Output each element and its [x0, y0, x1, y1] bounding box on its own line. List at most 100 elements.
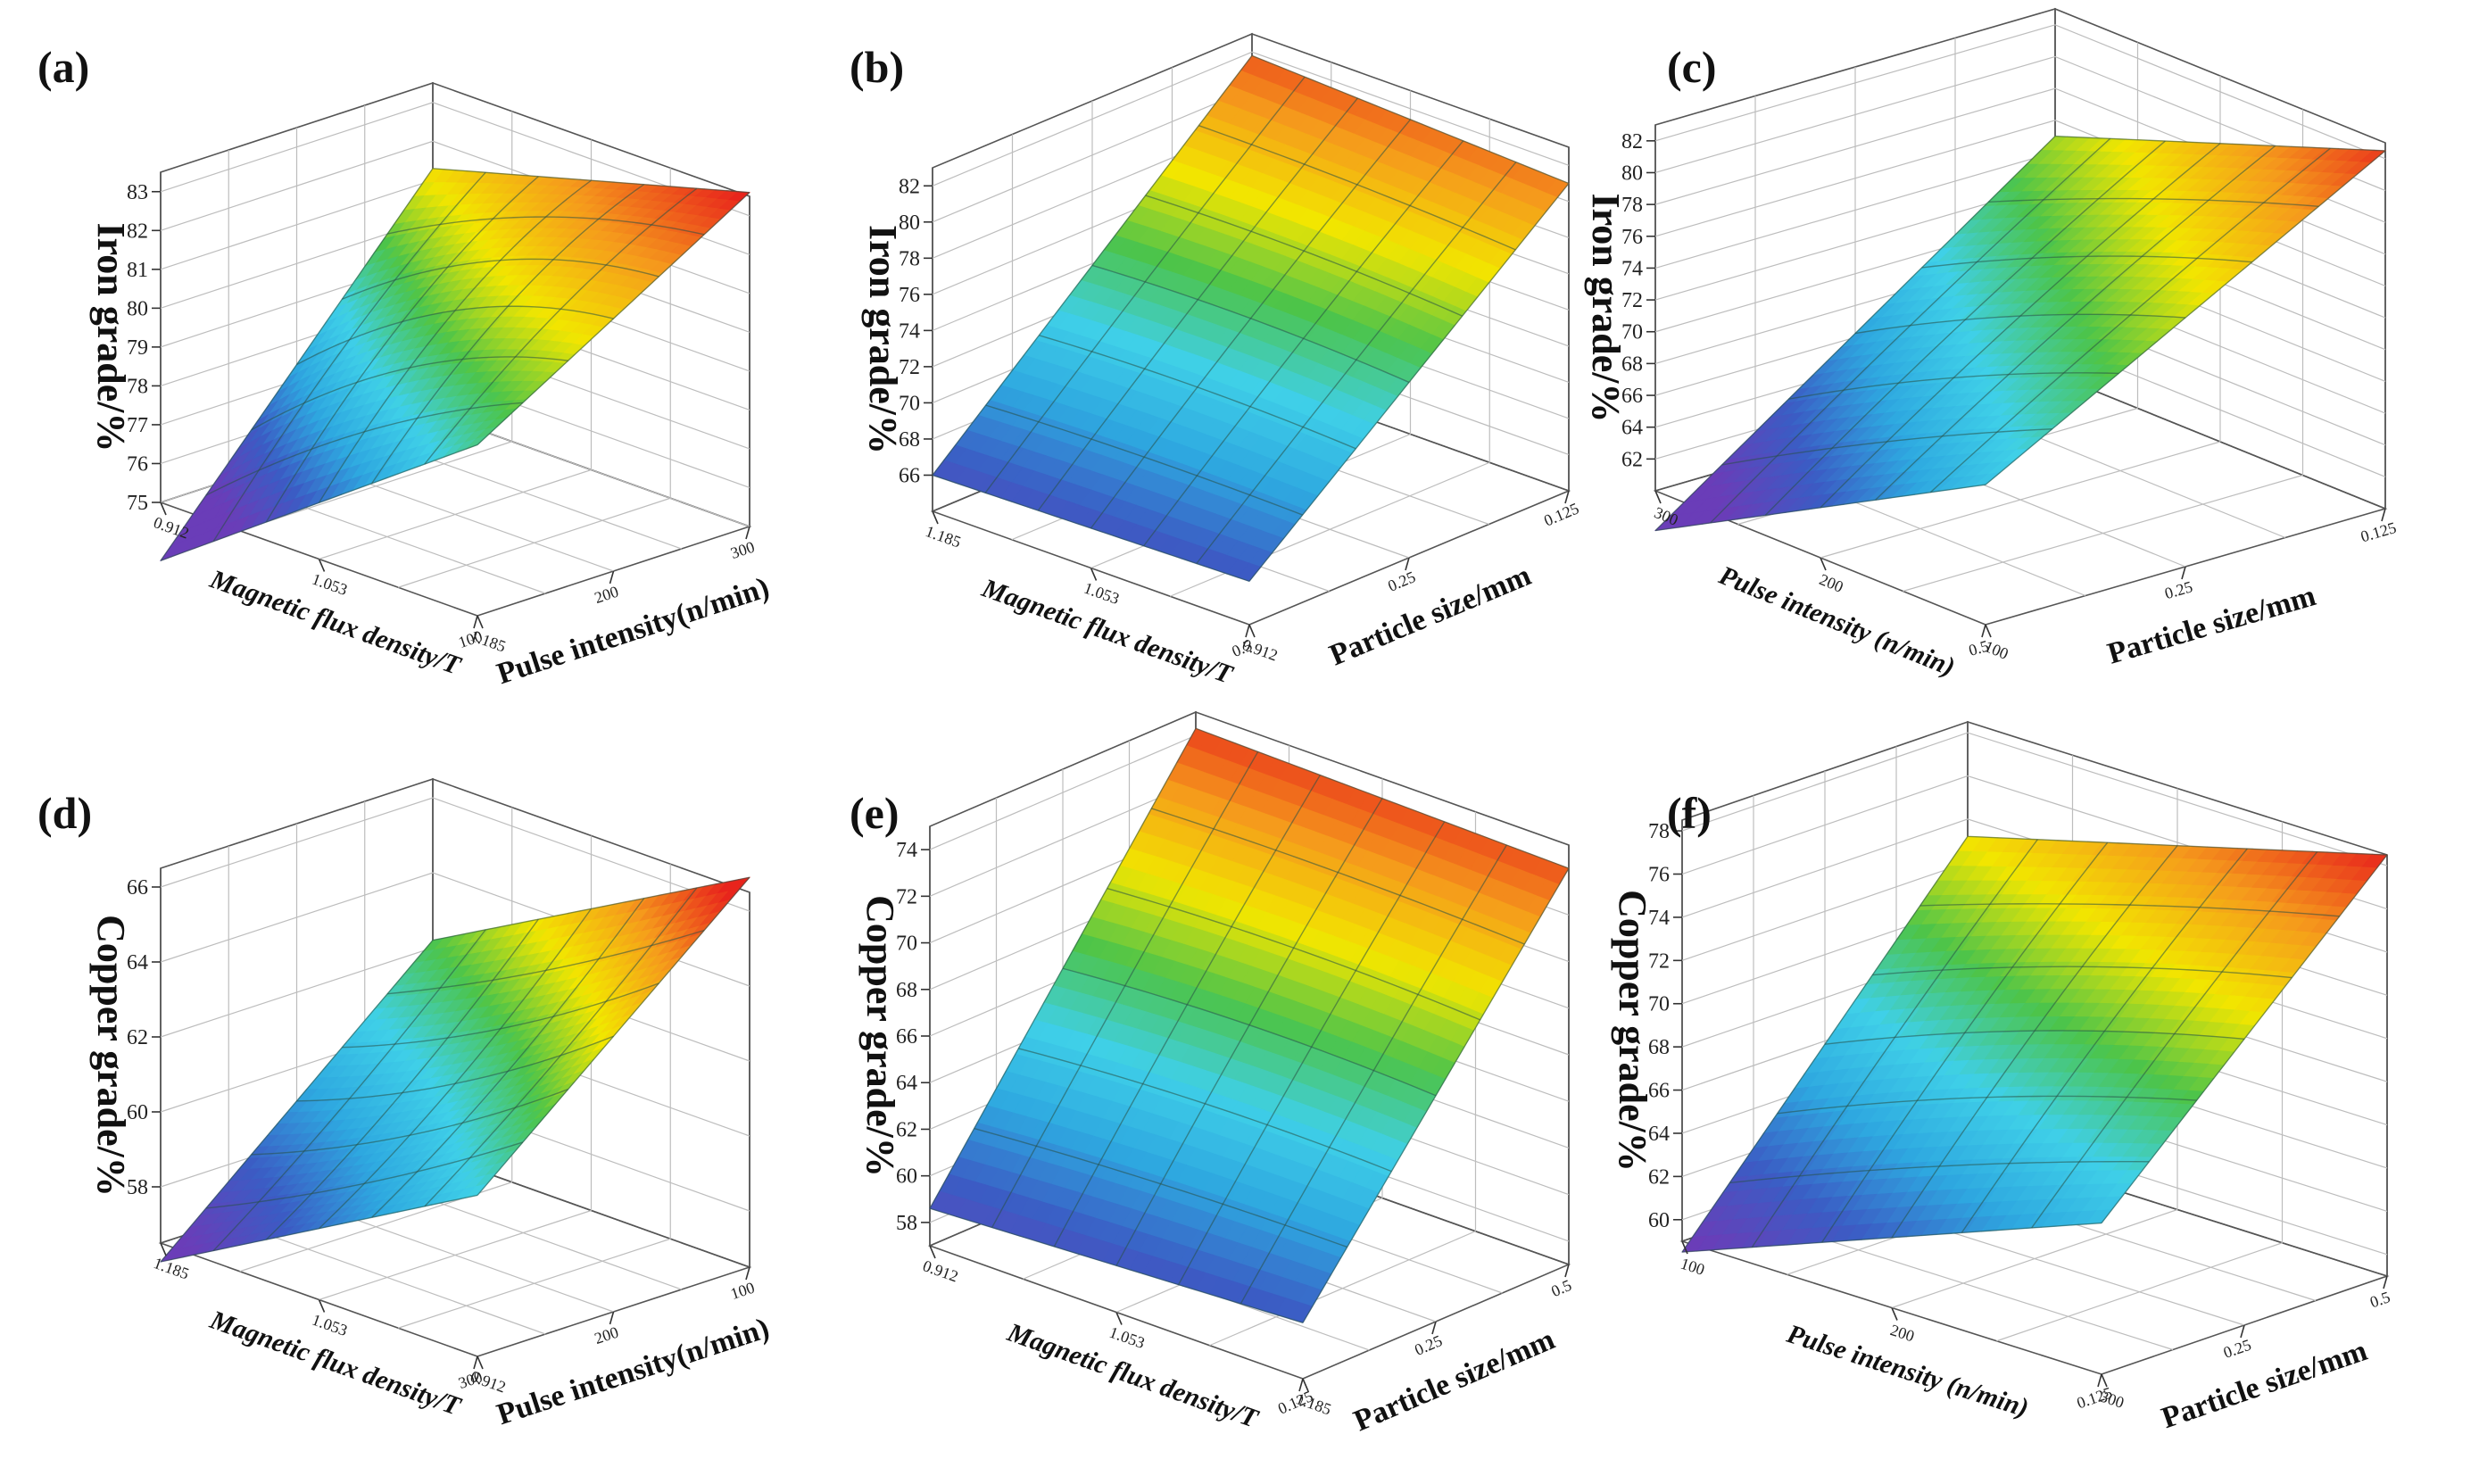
x-tick-label: 1.053 [1082, 579, 1122, 608]
z-axis-label: Iron grade/% [1584, 193, 1628, 422]
y-axis-label: Pulse intensity(n/min) [493, 1312, 773, 1431]
z-tick-label: 66 [896, 1025, 917, 1049]
y-tick-label: 0.125 [2075, 1383, 2115, 1412]
z-tick-label: 83 [127, 181, 148, 204]
x-tick-label: 1.053 [310, 1311, 350, 1339]
z-tick-label: 72 [899, 356, 920, 379]
panel-4: 58 60 62 64 66 68 70 72 74 Copper grade/% 0.912 1.0… [850, 710, 1574, 1438]
z-tick-label: 72 [896, 885, 917, 908]
z-tick-label: 82 [127, 220, 148, 243]
panel-label: (d) [37, 788, 92, 838]
z-tick-label: 66 [899, 464, 920, 487]
panel-label: (f) [1667, 788, 1712, 838]
y-tick-label: 0.25 [1412, 1331, 1445, 1359]
z-tick-label: 76 [1621, 226, 1643, 249]
x-tick-label: 1.185 [152, 1254, 192, 1282]
z-tick-label: 74 [1648, 907, 1670, 930]
z-tick-label: 64 [127, 951, 148, 974]
x-tick-label: 200 [1888, 1321, 1917, 1345]
z-tick-label: 62 [1621, 448, 1643, 471]
z-tick-label: 62 [896, 1118, 917, 1141]
z-axis: 66 68 70 72 74 76 78 80 82 Iron grade/% [861, 175, 933, 487]
panel-label: (a) [37, 42, 89, 92]
z-tick-label: 58 [127, 1176, 148, 1199]
panel-5: 60 62 64 66 68 70 72 74 76 78 Copper grade/% 100 200… [1611, 720, 2392, 1435]
z-tick-label: 76 [899, 284, 920, 307]
response-surface [159, 876, 751, 1263]
z-tick-label: 60 [1648, 1209, 1670, 1232]
z-tick-label: 77 [127, 414, 148, 437]
z-tick-label: 74 [1621, 257, 1643, 280]
y-axis-label: Particle size/mm [2104, 579, 2319, 671]
z-tick-label: 64 [1648, 1123, 1670, 1146]
z-tick-label: 80 [1621, 162, 1643, 185]
y-tick-label: 300 [728, 538, 757, 562]
z-tick-label: 75 [127, 492, 148, 515]
z-tick-label: 80 [127, 297, 148, 320]
z-tick-label: 78 [1648, 820, 1670, 843]
z-tick-label: 82 [1621, 130, 1643, 153]
x-tick-label: 0.912 [921, 1256, 961, 1285]
x-tick-label: 1.053 [310, 570, 350, 599]
z-tick-label: 79 [127, 336, 148, 360]
response-surface [929, 727, 1570, 1324]
y-tick-label: 200 [593, 583, 621, 607]
z-tick-label: 60 [896, 1165, 917, 1189]
z-tick-label: 62 [127, 1026, 148, 1049]
y-axis-label: Pulse intensity(n/min) [493, 571, 773, 691]
z-tick-label: 74 [899, 319, 920, 343]
panel-0: 75 76 77 78 79 80 81 82 83 Iron grade/% 0.912 1.053… [37, 42, 773, 691]
x-tick-label: 1.053 [1107, 1323, 1148, 1352]
response-surface [932, 54, 1570, 583]
z-tick-label: 76 [1648, 864, 1670, 887]
z-axis-label: Copper grade/% [858, 895, 902, 1177]
z-axis-label: Iron grade/% [861, 225, 905, 454]
z-axis: 58 60 62 64 66 Copper grade/% [89, 876, 161, 1199]
panel-label: (b) [850, 42, 904, 92]
z-tick-label: 82 [899, 175, 920, 198]
z-tick-label: 64 [1621, 417, 1643, 440]
z-axis: 75 76 77 78 79 80 81 82 83 Iron grade/% [89, 181, 161, 515]
z-tick-label: 60 [127, 1101, 148, 1124]
z-tick-label: 66 [1648, 1080, 1670, 1103]
x-tick-label: 100 [1679, 1255, 1707, 1279]
response-surface [1654, 135, 2387, 532]
z-tick-label: 70 [1648, 993, 1670, 1016]
z-tick-label: 81 [127, 259, 148, 282]
y-tick-label: 0.125 [1541, 499, 1581, 529]
panel-label: (c) [1667, 42, 1717, 92]
z-axis-label: Copper grade/% [1611, 890, 1654, 1172]
z-tick-label: 68 [1621, 352, 1643, 376]
z-axis: 58 60 62 64 66 68 70 72 74 Copper grade/% [858, 839, 930, 1235]
z-tick-label: 68 [896, 979, 917, 1002]
z-tick-label: 72 [1648, 949, 1670, 973]
y-tick-label: 200 [593, 1323, 621, 1347]
y-tick-label: 0.5 [2367, 1288, 2392, 1311]
y-tick-label: 100 [728, 1279, 757, 1303]
panel-label: (e) [850, 788, 900, 838]
response-surface [1681, 835, 2388, 1253]
y-axis-label: Particle size/mm [1325, 559, 1536, 672]
y-tick-label: 0.125 [1275, 1387, 1315, 1417]
y-axis-label: Particle size/mm [2158, 1334, 2372, 1435]
z-tick-label: 78 [127, 375, 148, 398]
y-axis-label: Particle size/mm [1349, 1322, 1560, 1438]
z-tick-label: 66 [1621, 385, 1643, 408]
z-tick-label: 68 [1648, 1036, 1670, 1059]
z-axis-label: Iron grade/% [89, 222, 133, 452]
x-tick-label: 200 [1817, 570, 1846, 596]
z-tick-label: 70 [896, 933, 917, 956]
y-tick-label: 0.125 [2359, 518, 2398, 545]
z-tick-label: 64 [896, 1072, 917, 1095]
z-tick-label: 78 [1621, 194, 1643, 217]
z-tick-label: 68 [899, 428, 920, 452]
z-tick-label: 58 [896, 1212, 917, 1235]
z-tick-label: 70 [1621, 321, 1643, 344]
y-tick-label: 0.25 [1385, 568, 1418, 595]
z-tick-label: 72 [1621, 289, 1643, 312]
